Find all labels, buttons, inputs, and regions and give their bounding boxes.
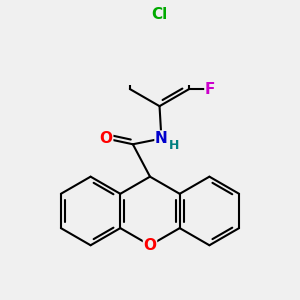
Text: H: H [168, 139, 179, 152]
Text: N: N [155, 131, 168, 146]
Text: F: F [205, 82, 215, 97]
Text: O: O [100, 131, 113, 146]
Text: Cl: Cl [152, 7, 168, 22]
Text: O: O [143, 238, 157, 253]
